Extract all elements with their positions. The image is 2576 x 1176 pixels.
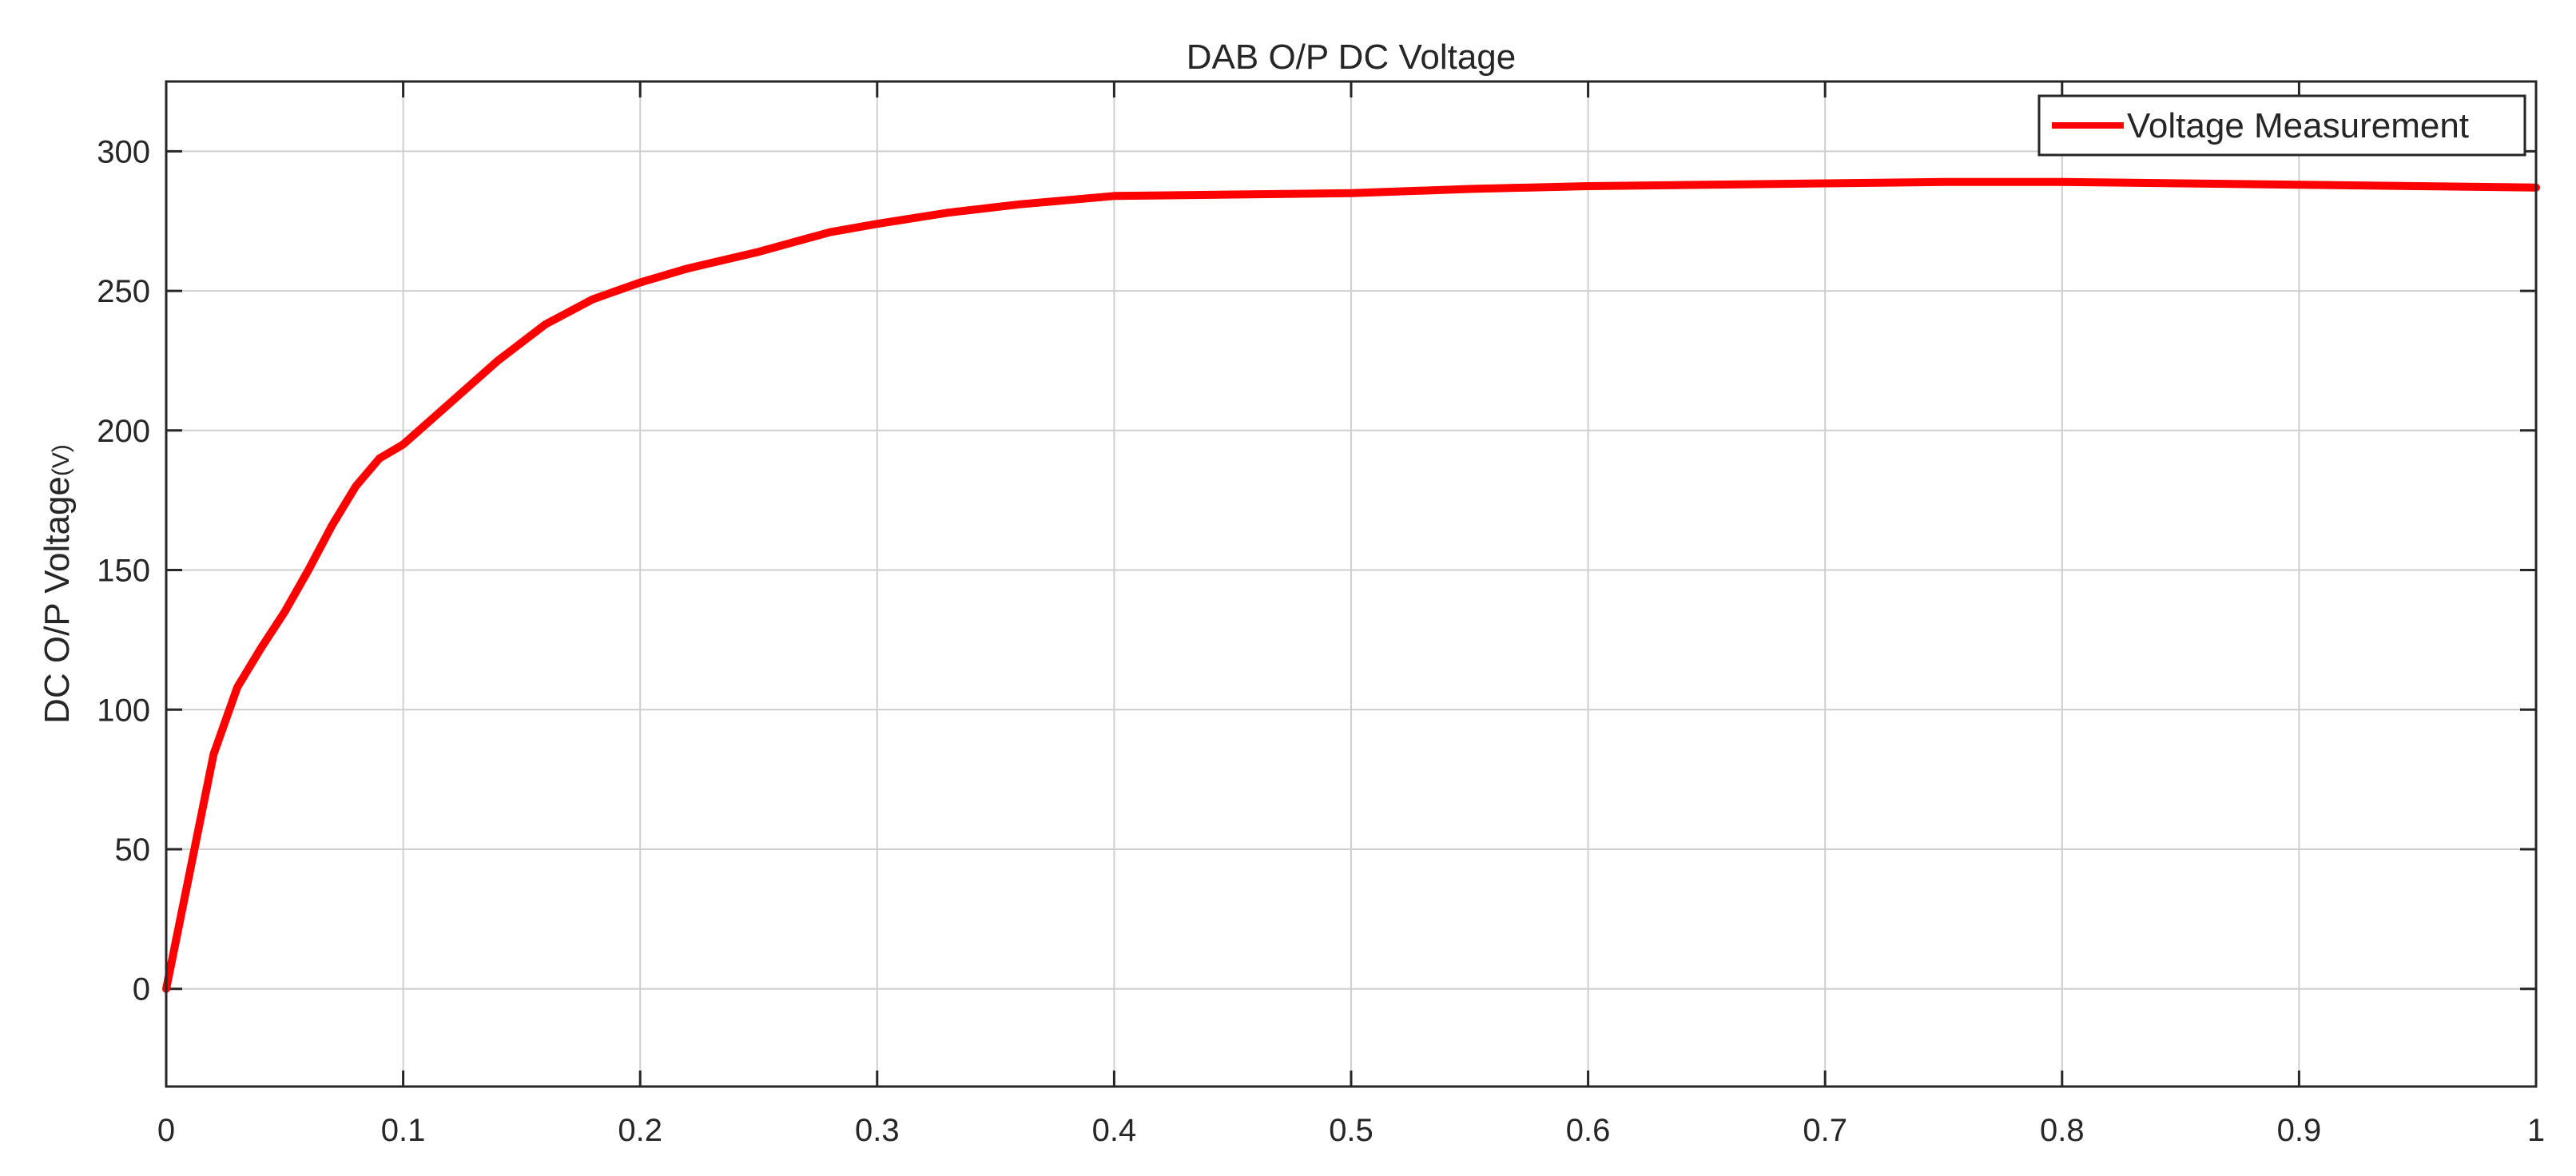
x-tick-labels: 0 0.1 0.2 0.3 0.4 0.5 0.6 0.7 0.8 0.9 1: [157, 1113, 2545, 1148]
chart-title: DAB O/P DC Voltage: [1187, 38, 1517, 77]
x-tick-label: 0.4: [1092, 1113, 1137, 1148]
x-tick-label: 0.6: [1566, 1113, 1611, 1148]
axes-box: [165, 80, 2538, 1088]
x-tick-label: 0: [157, 1113, 175, 1148]
x-tick-label: 0.8: [2040, 1113, 2085, 1148]
voltage-measurement-line: [162, 177, 2540, 993]
x-tick-label: 0.9: [2277, 1113, 2322, 1148]
y-tick-label: 200: [97, 414, 150, 449]
legend: Voltage Measurement: [2037, 94, 2526, 157]
legend-label: Voltage Measurement: [2127, 106, 2469, 145]
x-tick-label: 1: [2527, 1113, 2545, 1148]
y-axis-label-text: DC O/P Voltage: [38, 476, 77, 724]
x-tick-label: 0.5: [1329, 1113, 1373, 1148]
grid: [166, 81, 2536, 1087]
x-tick-label: 0.1: [381, 1113, 426, 1148]
y-axis-unit: (V): [48, 444, 74, 476]
y-tick-label: 0: [133, 972, 150, 1007]
y-tick-label: 100: [97, 693, 150, 728]
y-axis-label: DC O/P Voltage(V): [38, 444, 77, 724]
y-tick-label: 50: [115, 832, 151, 868]
x-tick-label: 0.2: [618, 1113, 662, 1148]
y-tick-labels: 0 50 100 150 200 250 300: [97, 134, 150, 1007]
x-tick-label: 0.3: [855, 1113, 900, 1148]
y-tick-label: 300: [97, 134, 150, 169]
y-tick-label: 250: [97, 274, 150, 309]
y-tick-label: 150: [97, 554, 150, 589]
x-tick-label: 0.7: [1803, 1113, 1847, 1148]
